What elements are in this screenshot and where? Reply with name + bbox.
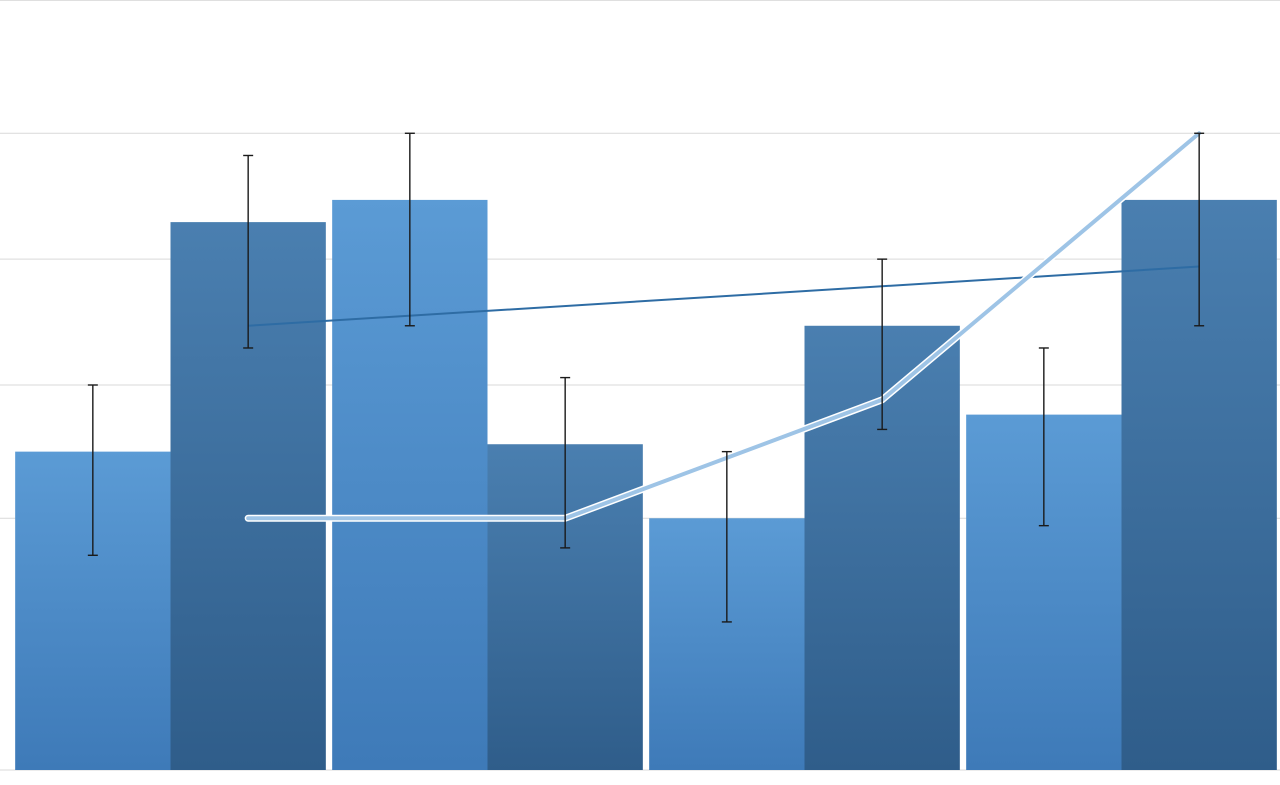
bar-error-line-chart <box>0 0 1280 785</box>
chart-svg <box>0 0 1280 785</box>
